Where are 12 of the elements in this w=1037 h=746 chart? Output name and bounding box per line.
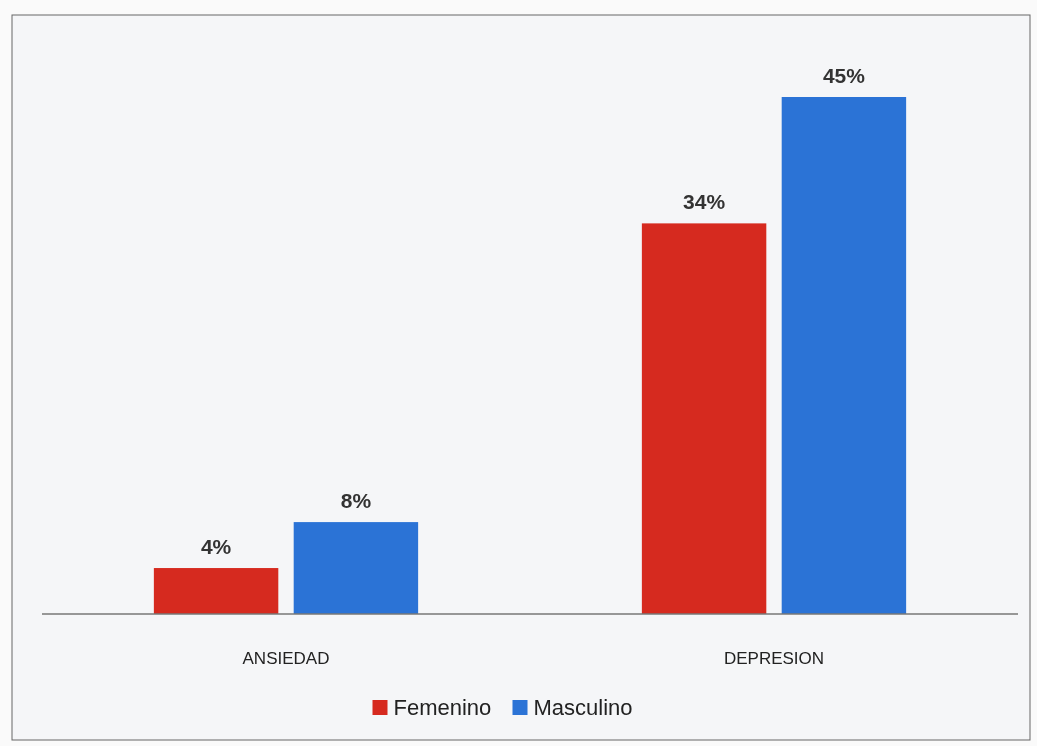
bar	[781, 97, 907, 614]
data-label: 8%	[340, 489, 372, 513]
data-label: 45%	[822, 64, 866, 87]
legend-label: Masculino	[533, 695, 633, 720]
bar	[153, 568, 279, 614]
x-tick-label: DEPRESION	[723, 649, 825, 668]
x-tick-label: ANSIEDAD	[242, 649, 330, 668]
legend-label: Femenino	[393, 695, 492, 720]
data-label: 34%	[683, 190, 726, 214]
bar	[293, 522, 419, 614]
bar	[641, 223, 767, 614]
data-label: 4%	[200, 535, 232, 559]
